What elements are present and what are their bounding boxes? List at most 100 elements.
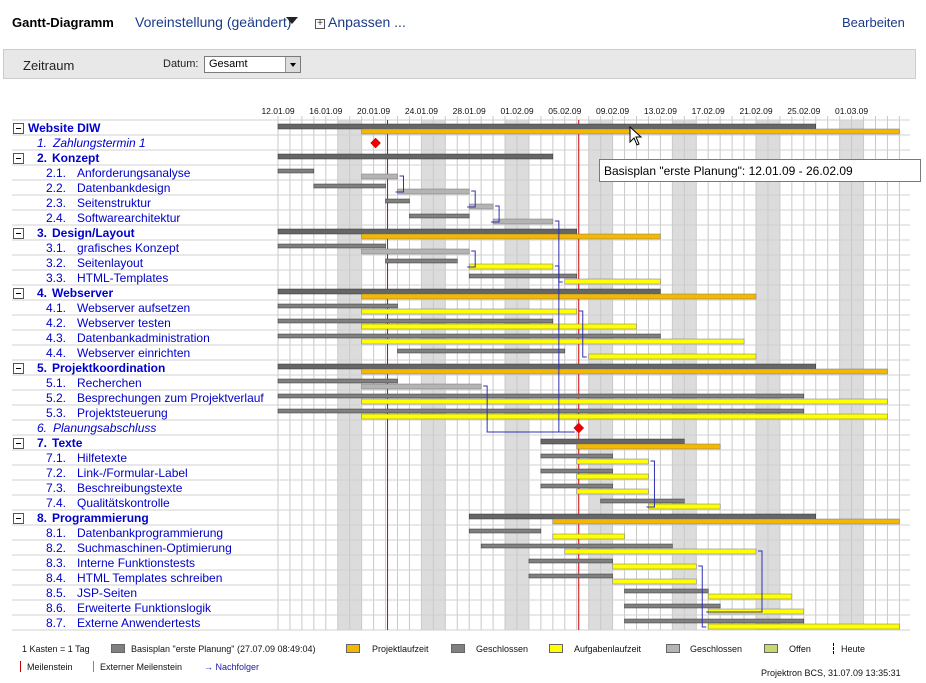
task-name[interactable]: Planungsabschluss [53, 421, 157, 435]
task-row[interactable]: 3.2. Seitenlayout [12, 256, 277, 271]
task-row[interactable]: 5. Projektkoordination [12, 361, 277, 376]
task-name[interactable]: Webserver testen [77, 316, 171, 330]
task-name[interactable]: Externe Anwendertests [77, 616, 201, 630]
task-row[interactable]: 8.3. Interne Funktionstests [12, 556, 277, 571]
customize-link[interactable]: + Anpassen ... [315, 14, 406, 30]
baseline-bar [397, 348, 566, 354]
task-name[interactable]: Design/Layout [52, 226, 135, 240]
task-row[interactable]: 5.3. Projektsteuerung [12, 406, 277, 421]
task-name[interactable]: Projektsteuerung [77, 406, 168, 420]
legend-open-swatch [764, 644, 778, 653]
legend: 1 Kasten = 1 Tag Basisplan "erste Planun… [0, 636, 926, 683]
task-name[interactable]: Erweiterte Funktionslogik [77, 601, 212, 615]
date-select[interactable]: Gesamt [204, 56, 301, 73]
task-name[interactable]: Datenbankdesign [77, 181, 171, 195]
task-row[interactable]: 7. Texte [12, 436, 277, 451]
task-row[interactable]: 7.3. Beschreibungstexte [12, 481, 277, 496]
task-row[interactable]: 2.2. Datenbankdesign [12, 181, 277, 196]
task-name[interactable]: JSP-Seiten [77, 586, 138, 600]
task-row[interactable]: 8.4. HTML Templates schreiben [12, 571, 277, 586]
task-row[interactable]: 5.2. Besprechungen zum Projektverlauf [12, 391, 277, 406]
baseline-bar [624, 603, 721, 609]
task-name[interactable]: Anforderungsanalyse [77, 166, 191, 180]
task-row[interactable]: 4.1. Webserver aufsetzen [12, 301, 277, 316]
task-row[interactable]: 8.6. Erweiterte Funktionslogik [12, 601, 277, 616]
task-name[interactable]: Webserver einrichten [77, 346, 191, 360]
baseline-bar [277, 363, 816, 370]
task-row[interactable]: 8.2. Suchmaschinen-Optimierung [12, 541, 277, 556]
task-row[interactable]: Website DIW [12, 121, 277, 136]
task-row[interactable]: 4.3. Datenbankadministration [12, 331, 277, 346]
task-row[interactable]: 2.1. Anforderungsanalyse [12, 166, 277, 181]
task-name[interactable]: Seitenstruktur [77, 196, 152, 210]
task-row[interactable]: 8. Programmierung [12, 511, 277, 526]
task-name[interactable]: Link-/Formular-Label [77, 466, 188, 480]
collapse-icon[interactable] [13, 228, 24, 239]
preset-dropdown[interactable]: Voreinstellung (geändert) [135, 14, 292, 30]
task-number: 8.7. [46, 616, 67, 630]
task-name[interactable]: Datenbankadministration [77, 331, 210, 345]
task-row[interactable]: 6. Planungsabschluss [12, 421, 277, 436]
task-name[interactable]: HTML Templates schreiben [77, 571, 223, 585]
task-row[interactable]: 7.4. Qualitätskontrolle [12, 496, 277, 511]
task-row[interactable]: 5.1. Recherchen [12, 376, 277, 391]
task-name[interactable]: grafisches Konzept [77, 241, 180, 255]
task-row[interactable]: 4.2. Webserver testen [12, 316, 277, 331]
task-name[interactable]: Recherchen [77, 376, 142, 390]
task-row[interactable]: 2.3. Seitenstruktur [12, 196, 277, 211]
task-name[interactable]: Interne Funktionstests [77, 556, 196, 570]
task-number: 5.1. [46, 376, 67, 390]
collapse-icon[interactable] [13, 513, 24, 524]
task-row[interactable]: 8.5. JSP-Seiten [12, 586, 277, 601]
chevron-down-icon[interactable] [286, 17, 298, 24]
edit-link[interactable]: Bearbeiten [842, 15, 905, 30]
task-row[interactable]: 8.7. Externe Anwendertests [12, 616, 277, 631]
collapse-icon[interactable] [13, 288, 24, 299]
task-row[interactable]: 1. Zahlungstermin 1 [12, 136, 277, 151]
tick-label: 05.02.09 [548, 106, 581, 116]
task-row[interactable]: 4. Webserver [12, 286, 277, 301]
task-name[interactable]: Webserver [52, 286, 114, 300]
task-row[interactable]: 7.2. Link-/Formular-Label [12, 466, 277, 481]
task-name[interactable]: Zahlungstermin 1 [53, 136, 146, 150]
task-name[interactable]: Seitenlayout [77, 256, 144, 270]
baseline-bar [385, 258, 458, 264]
collapse-icon[interactable] [13, 153, 24, 164]
task-row[interactable]: 4.4. Webserver einrichten [12, 346, 277, 361]
task-bar [361, 248, 470, 255]
task-name[interactable]: HTML-Templates [77, 271, 169, 285]
task-name[interactable]: Qualitätskontrolle [77, 496, 170, 510]
task-row[interactable]: 2.4. Softwarearchitektur [12, 211, 277, 226]
tick-label: 01.02.09 [500, 106, 533, 116]
task-number: 2.2. [46, 181, 67, 195]
task-row[interactable]: 3. Design/Layout [12, 226, 277, 241]
baseline-bar [277, 288, 661, 295]
task-name[interactable]: Datenbankprogrammierung [77, 526, 224, 540]
task-name[interactable]: Programmierung [52, 511, 149, 525]
tick-label: 28.01.09 [453, 106, 486, 116]
collapse-icon[interactable] [13, 363, 24, 374]
task-name[interactable]: Website DIW [28, 121, 101, 135]
collapse-icon[interactable] [13, 123, 24, 134]
task-row[interactable]: 3.3. HTML-Templates [12, 271, 277, 286]
task-name[interactable]: Besprechungen zum Projektverlauf [77, 391, 264, 405]
task-name[interactable]: Hilfetexte [77, 451, 128, 465]
task-number: 8.1. [46, 526, 67, 540]
task-name[interactable]: Projektkoordination [52, 361, 166, 375]
task-name[interactable]: Texte [52, 436, 83, 450]
task-row[interactable]: 7.1. Hilfetexte [12, 451, 277, 466]
legend-today-mark [833, 643, 834, 654]
task-row[interactable]: 2. Konzept [12, 151, 277, 166]
collapse-icon[interactable] [13, 438, 24, 449]
task-name[interactable]: Konzept [52, 151, 100, 165]
task-number: 4.4. [46, 346, 67, 360]
dropdown-arrow-icon[interactable] [285, 57, 300, 72]
task-row[interactable]: 3.1. grafisches Konzept [12, 241, 277, 256]
task-name[interactable]: Softwarearchitektur [77, 211, 181, 225]
task-name[interactable]: Beschreibungstexte [77, 481, 183, 495]
baseline-bar [624, 588, 709, 594]
task-name[interactable]: Webserver aufsetzen [77, 301, 191, 315]
date-label: Datum: [163, 58, 199, 70]
task-name[interactable]: Suchmaschinen-Optimierung [77, 541, 232, 555]
task-row[interactable]: 8.1. Datenbankprogrammierung [12, 526, 277, 541]
